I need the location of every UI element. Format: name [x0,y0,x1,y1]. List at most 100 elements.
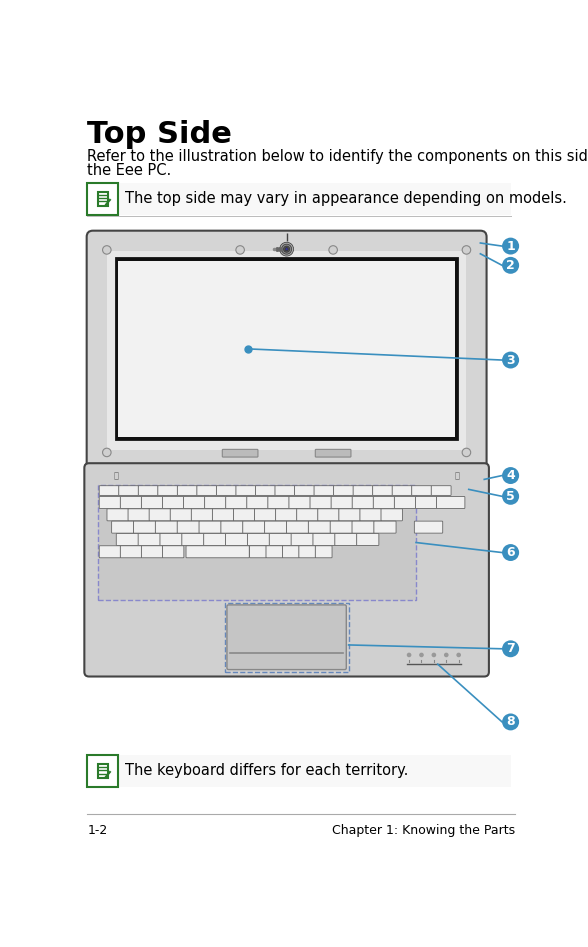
Circle shape [236,245,245,254]
FancyBboxPatch shape [373,496,395,509]
FancyBboxPatch shape [141,545,163,558]
FancyBboxPatch shape [178,486,197,495]
FancyBboxPatch shape [199,521,221,533]
FancyBboxPatch shape [315,545,332,558]
Text: the Eee PC.: the Eee PC. [88,163,172,178]
Circle shape [502,488,519,505]
Text: Refer to the illustration below to identify the components on this side of: Refer to the illustration below to ident… [88,149,588,164]
FancyBboxPatch shape [289,496,310,509]
Circle shape [282,244,292,254]
FancyBboxPatch shape [84,463,489,676]
FancyBboxPatch shape [250,235,323,249]
FancyBboxPatch shape [233,509,255,521]
FancyBboxPatch shape [99,496,121,509]
Circle shape [407,652,412,657]
Circle shape [280,242,293,256]
Text: ⏻: ⏻ [455,471,460,480]
Circle shape [102,245,111,254]
FancyBboxPatch shape [416,496,437,509]
FancyBboxPatch shape [162,545,184,558]
FancyBboxPatch shape [99,545,121,558]
FancyBboxPatch shape [315,450,351,457]
Bar [98,764,108,778]
FancyBboxPatch shape [291,533,313,545]
Circle shape [502,257,519,274]
FancyBboxPatch shape [282,545,299,558]
FancyBboxPatch shape [191,509,213,521]
FancyBboxPatch shape [313,533,335,545]
FancyBboxPatch shape [226,496,247,509]
FancyBboxPatch shape [160,533,182,545]
FancyBboxPatch shape [212,509,234,521]
FancyBboxPatch shape [86,231,487,470]
FancyBboxPatch shape [295,486,315,495]
FancyBboxPatch shape [121,545,142,558]
Text: The top side may vary in appearance depending on models.: The top side may vary in appearance depe… [125,191,566,205]
FancyBboxPatch shape [331,496,352,509]
FancyBboxPatch shape [310,496,332,509]
FancyBboxPatch shape [431,486,451,495]
FancyBboxPatch shape [415,521,443,533]
Text: 7: 7 [506,642,515,655]
FancyBboxPatch shape [177,521,199,533]
FancyBboxPatch shape [297,509,318,521]
Text: 8: 8 [506,715,515,728]
FancyBboxPatch shape [436,496,465,509]
Text: 2: 2 [506,259,515,272]
FancyBboxPatch shape [314,486,334,495]
FancyBboxPatch shape [119,486,139,495]
Bar [98,192,108,206]
FancyBboxPatch shape [203,533,226,545]
FancyBboxPatch shape [183,496,205,509]
FancyBboxPatch shape [276,509,297,521]
Circle shape [285,247,288,251]
Text: ⏻: ⏻ [113,471,119,480]
Text: 1-2: 1-2 [88,824,108,836]
Bar [88,755,510,787]
FancyBboxPatch shape [221,521,243,533]
FancyBboxPatch shape [248,533,269,545]
FancyBboxPatch shape [141,496,163,509]
Circle shape [102,448,111,456]
FancyBboxPatch shape [128,509,149,521]
FancyBboxPatch shape [222,450,258,457]
FancyBboxPatch shape [205,496,226,509]
FancyBboxPatch shape [255,486,275,495]
FancyBboxPatch shape [243,521,265,533]
FancyBboxPatch shape [155,521,178,533]
FancyBboxPatch shape [357,533,379,545]
FancyBboxPatch shape [133,521,156,533]
Circle shape [502,640,519,657]
FancyBboxPatch shape [226,533,248,545]
Bar [88,755,118,787]
FancyBboxPatch shape [149,509,171,521]
FancyBboxPatch shape [249,545,266,558]
Text: Top Side: Top Side [88,120,232,149]
FancyBboxPatch shape [308,521,330,533]
FancyBboxPatch shape [186,545,249,558]
Bar [225,602,349,671]
FancyBboxPatch shape [352,521,374,533]
Bar [107,251,466,450]
Circle shape [462,448,470,456]
FancyBboxPatch shape [373,486,393,495]
FancyBboxPatch shape [318,509,339,521]
FancyBboxPatch shape [266,545,283,558]
FancyBboxPatch shape [269,533,292,545]
FancyBboxPatch shape [286,521,309,533]
Circle shape [456,652,461,657]
FancyBboxPatch shape [236,486,256,495]
Bar [446,468,469,483]
FancyBboxPatch shape [182,533,204,545]
Circle shape [502,238,519,255]
Text: Chapter 1: Knowing the Parts: Chapter 1: Knowing the Parts [332,824,515,836]
Circle shape [283,246,290,252]
Text: 3: 3 [506,353,515,366]
FancyBboxPatch shape [121,496,142,509]
Circle shape [502,351,519,368]
FancyBboxPatch shape [412,486,432,495]
FancyBboxPatch shape [335,533,357,545]
Bar [98,485,416,600]
FancyBboxPatch shape [381,509,402,521]
Bar [118,260,455,437]
